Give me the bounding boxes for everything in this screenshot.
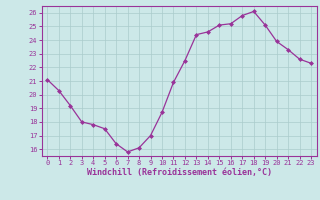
X-axis label: Windchill (Refroidissement éolien,°C): Windchill (Refroidissement éolien,°C) [87, 168, 272, 177]
